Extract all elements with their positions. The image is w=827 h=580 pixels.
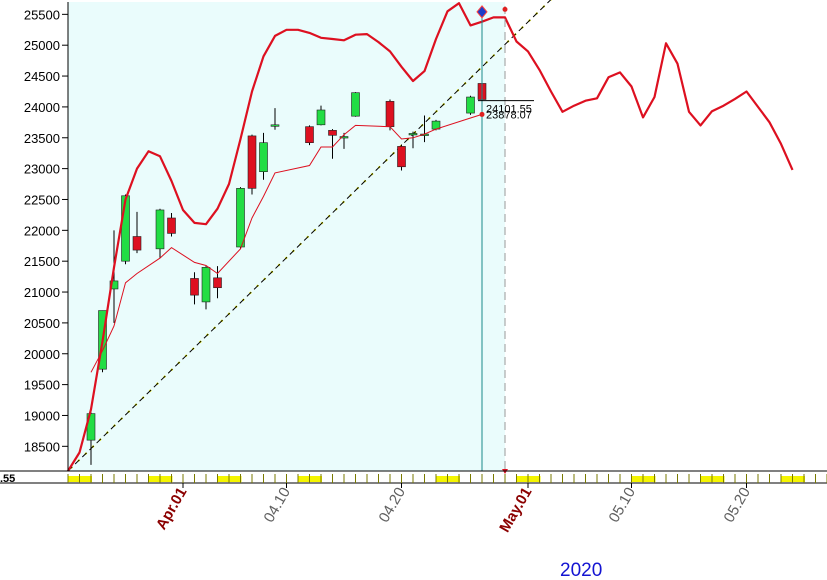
y-tick-label: 22000 bbox=[24, 223, 60, 238]
candle-down bbox=[328, 130, 337, 136]
candle-down bbox=[397, 146, 406, 168]
y-tick-label: 21000 bbox=[24, 285, 60, 300]
candle-down bbox=[167, 217, 176, 234]
y-tick-label: 24500 bbox=[24, 69, 60, 84]
candle-down bbox=[190, 278, 199, 296]
y-tick-label: 24000 bbox=[24, 100, 60, 115]
y-tick-label: 20500 bbox=[24, 316, 60, 331]
candle-down bbox=[247, 135, 257, 189]
trendline bbox=[67, 0, 552, 472]
y-tick-label: 18500 bbox=[24, 439, 60, 454]
point-marker bbox=[502, 6, 508, 12]
y-tick-label: 23500 bbox=[24, 131, 60, 146]
candle-down bbox=[305, 126, 314, 144]
candle-up bbox=[339, 136, 349, 139]
candle-down bbox=[132, 236, 142, 251]
y-tick-label: 20000 bbox=[24, 347, 60, 362]
y-axis-cut-label: .55 bbox=[0, 473, 15, 485]
y-tick-label: 21500 bbox=[24, 254, 60, 269]
candle-up bbox=[270, 124, 280, 127]
candle-up bbox=[109, 280, 119, 290]
candle-up bbox=[259, 142, 268, 173]
indicator-lines-layer bbox=[67, 2, 794, 472]
markers-layer bbox=[476, 5, 508, 117]
candle-up bbox=[408, 133, 418, 136]
candle-down bbox=[385, 101, 395, 127]
candle-up bbox=[201, 267, 211, 303]
price-label: 24101.55 bbox=[486, 104, 532, 116]
forecast-band-line bbox=[67, 2, 794, 472]
candle-up bbox=[351, 92, 360, 117]
y-tick-label: 19000 bbox=[24, 408, 60, 423]
y-tick-label: 23000 bbox=[24, 162, 60, 177]
y-axis: 18500 19000 19500 20000 20500 21000 21500 22000… bbox=[24, 2, 69, 471]
point-marker bbox=[479, 111, 485, 117]
price-label: 23878.07 bbox=[486, 109, 532, 121]
peak-diamond-marker bbox=[476, 5, 488, 19]
trendline-layer bbox=[67, 0, 552, 472]
y-tick-label: 19500 bbox=[24, 378, 60, 393]
y-tick-label: 22500 bbox=[24, 192, 60, 207]
candle-up bbox=[236, 188, 245, 248]
thin-average-line bbox=[90, 113, 483, 373]
y-tick-label: 25500 bbox=[24, 7, 60, 22]
candle-up bbox=[316, 109, 326, 126]
candle-up bbox=[466, 96, 475, 114]
y-tick-label: 25000 bbox=[24, 38, 60, 53]
candle-down bbox=[213, 277, 222, 289]
candle-up bbox=[155, 209, 165, 250]
year-label: 2020 bbox=[560, 560, 602, 580]
